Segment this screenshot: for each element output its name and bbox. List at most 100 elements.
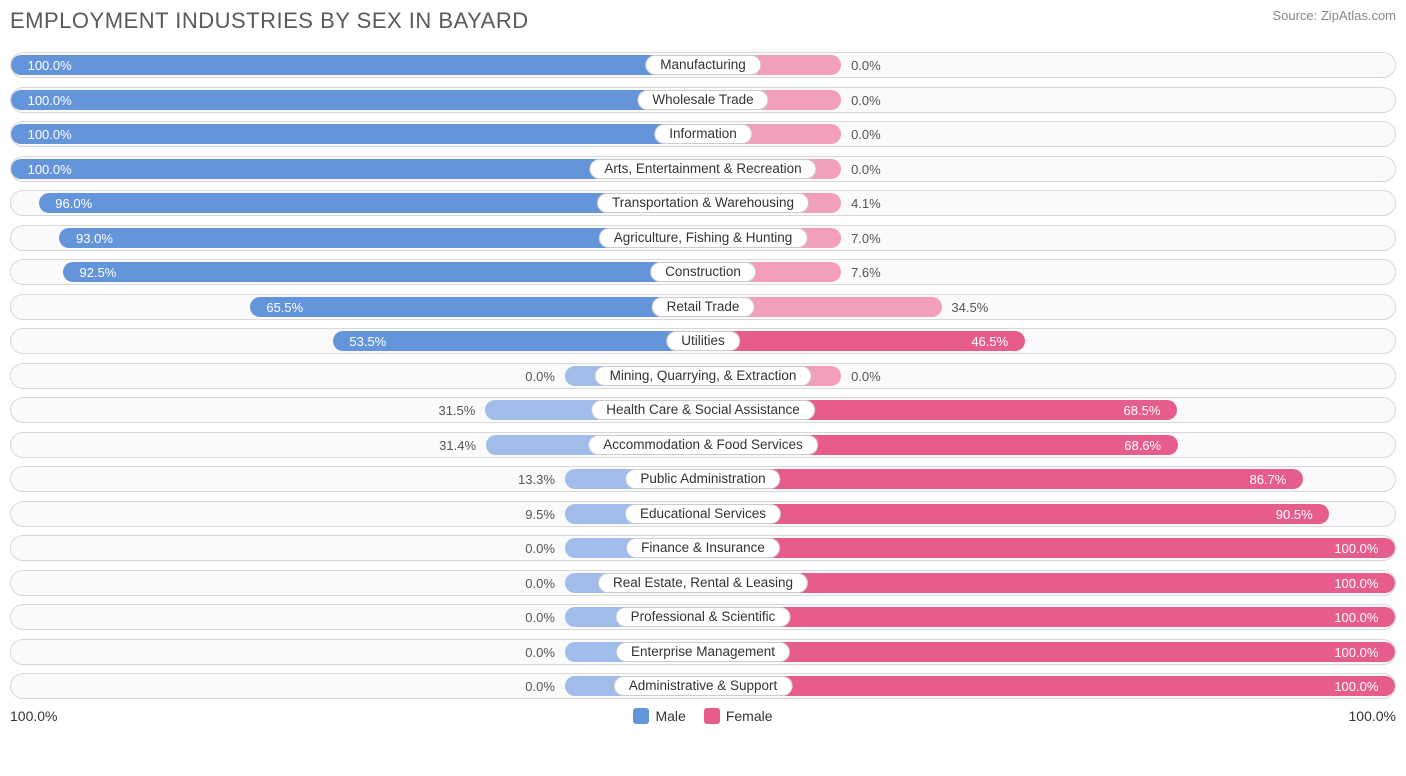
female-percent-label: 34.5%	[951, 295, 988, 320]
legend-male-label: Male	[655, 708, 685, 724]
male-percent-label: 92.5%	[80, 260, 117, 285]
row-category-label: Information	[654, 124, 752, 144]
row-category-label: Manufacturing	[645, 55, 761, 75]
chart-row: Manufacturing 100.0% 0.0%	[10, 52, 1396, 78]
chart-row: Professional & Scientific 0.0% 100.0%	[10, 604, 1396, 630]
chart-row: Educational Services 9.5% 90.5%	[10, 501, 1396, 527]
female-percent-label: 68.6%	[1124, 433, 1161, 458]
chart-row: Mining, Quarrying, & Extraction 0.0% 0.0%	[10, 363, 1396, 389]
female-percent-label: 100.0%	[1334, 674, 1378, 699]
male-percent-label: 0.0%	[525, 571, 555, 596]
male-percent-label: 65.5%	[266, 295, 303, 320]
diverging-bar-chart: Manufacturing 100.0% 0.0% Wholesale Trade 10…	[10, 52, 1396, 699]
chart-row: Agriculture, Fishing & Hunting 93.0% 7.0%	[10, 225, 1396, 251]
legend: Male Female	[633, 708, 772, 724]
female-percent-label: 4.1%	[851, 191, 881, 216]
male-percent-label: 31.5%	[438, 398, 475, 423]
chart-row: Health Care & Social Assistance 31.5% 68.5…	[10, 397, 1396, 423]
chart-row: Enterprise Management 0.0% 100.0%	[10, 639, 1396, 665]
male-percent-label: 100.0%	[28, 88, 72, 113]
chart-row: Wholesale Trade 100.0% 0.0%	[10, 87, 1396, 113]
male-percent-label: 31.4%	[439, 433, 476, 458]
row-category-label: Arts, Entertainment & Recreation	[589, 159, 816, 179]
chart-row: Real Estate, Rental & Leasing 0.0% 100.0%	[10, 570, 1396, 596]
row-category-label: Administrative & Support	[614, 676, 793, 696]
male-bar	[11, 55, 703, 75]
chart-title: EMPLOYMENT INDUSTRIES BY SEX IN BAYARD	[10, 8, 529, 34]
axis-right-label: 100.0%	[1349, 708, 1396, 724]
female-swatch-icon	[704, 708, 720, 724]
female-bar	[703, 676, 1395, 696]
female-bar	[703, 469, 1303, 489]
male-percent-label: 9.5%	[525, 502, 555, 527]
row-category-label: Mining, Quarrying, & Extraction	[595, 366, 812, 386]
chart-row: Information 100.0% 0.0%	[10, 121, 1396, 147]
chart-source: Source: ZipAtlas.com	[1272, 8, 1396, 23]
female-percent-label: 0.0%	[851, 122, 881, 147]
chart-header: EMPLOYMENT INDUSTRIES BY SEX IN BAYARD S…	[10, 8, 1396, 34]
legend-item-female: Female	[704, 708, 773, 724]
female-bar	[703, 642, 1395, 662]
row-category-label: Retail Trade	[652, 297, 755, 317]
chart-row: Accommodation & Food Services 31.4% 68.6%	[10, 432, 1396, 458]
row-category-label: Finance & Insurance	[626, 538, 780, 558]
female-percent-label: 68.5%	[1124, 398, 1161, 423]
male-bar	[250, 297, 703, 317]
male-percent-label: 13.3%	[518, 467, 555, 492]
male-percent-label: 0.0%	[525, 605, 555, 630]
row-category-label: Utilities	[666, 331, 740, 351]
chart-row: Administrative & Support 0.0% 100.0%	[10, 673, 1396, 699]
female-percent-label: 100.0%	[1334, 605, 1378, 630]
row-category-label: Public Administration	[625, 469, 780, 489]
female-percent-label: 100.0%	[1334, 571, 1378, 596]
row-category-label: Health Care & Social Assistance	[591, 400, 815, 420]
male-percent-label: 96.0%	[55, 191, 92, 216]
female-percent-label: 0.0%	[851, 157, 881, 182]
male-swatch-icon	[633, 708, 649, 724]
male-percent-label: 100.0%	[28, 122, 72, 147]
legend-item-male: Male	[633, 708, 685, 724]
male-percent-label: 53.5%	[349, 329, 386, 354]
chart-row: Utilities 53.5% 46.5%	[10, 328, 1396, 354]
male-percent-label: 0.0%	[525, 674, 555, 699]
chart-row: Arts, Entertainment & Recreation 100.0% 0.…	[10, 156, 1396, 182]
female-bar	[703, 538, 1395, 558]
male-percent-label: 100.0%	[28, 53, 72, 78]
female-percent-label: 0.0%	[851, 53, 881, 78]
male-bar	[63, 262, 703, 282]
female-percent-label: 100.0%	[1334, 536, 1378, 561]
chart-row: Finance & Insurance 0.0% 100.0%	[10, 535, 1396, 561]
chart-footer: 100.0% Male Female 100.0%	[10, 708, 1396, 724]
legend-female-label: Female	[726, 708, 773, 724]
male-percent-label: 0.0%	[525, 640, 555, 665]
row-category-label: Agriculture, Fishing & Hunting	[599, 228, 808, 248]
row-category-label: Professional & Scientific	[616, 607, 791, 627]
row-category-label: Real Estate, Rental & Leasing	[598, 573, 808, 593]
female-percent-label: 86.7%	[1249, 467, 1286, 492]
male-bar	[11, 124, 703, 144]
chart-row: Retail Trade 65.5% 34.5%	[10, 294, 1396, 320]
row-category-label: Transportation & Warehousing	[597, 193, 809, 213]
row-category-label: Educational Services	[625, 504, 781, 524]
male-percent-label: 0.0%	[525, 364, 555, 389]
axis-left-label: 100.0%	[10, 708, 57, 724]
female-percent-label: 7.6%	[851, 260, 881, 285]
female-percent-label: 0.0%	[851, 364, 881, 389]
male-bar	[11, 90, 703, 110]
row-category-label: Accommodation & Food Services	[588, 435, 818, 455]
female-percent-label: 0.0%	[851, 88, 881, 113]
chart-row: Construction 92.5% 7.6%	[10, 259, 1396, 285]
male-bar	[333, 331, 703, 351]
female-percent-label: 90.5%	[1276, 502, 1313, 527]
female-percent-label: 100.0%	[1334, 640, 1378, 665]
chart-row: Transportation & Warehousing 96.0% 4.1%	[10, 190, 1396, 216]
female-percent-label: 7.0%	[851, 226, 881, 251]
row-category-label: Construction	[650, 262, 756, 282]
chart-row: Public Administration 13.3% 86.7%	[10, 466, 1396, 492]
row-category-label: Enterprise Management	[616, 642, 790, 662]
row-category-label: Wholesale Trade	[637, 90, 768, 110]
female-percent-label: 46.5%	[971, 329, 1008, 354]
male-percent-label: 0.0%	[525, 536, 555, 561]
male-percent-label: 93.0%	[76, 226, 113, 251]
male-percent-label: 100.0%	[28, 157, 72, 182]
